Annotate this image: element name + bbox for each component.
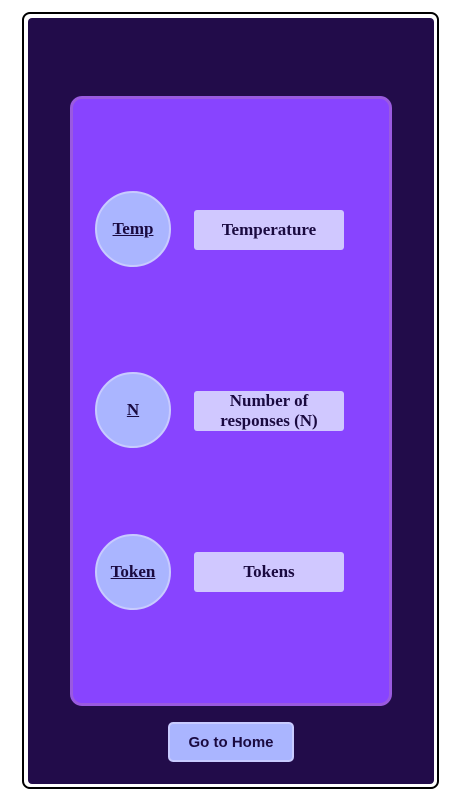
temperature-label: Temperature (194, 210, 344, 250)
temp-link[interactable]: Temp (95, 191, 171, 267)
tokens-label: Tokens (194, 552, 344, 592)
token-link[interactable]: Token (95, 534, 171, 610)
number-of-responses-label: Number of responses (N) (194, 391, 344, 431)
n-link[interactable]: N (95, 372, 171, 448)
go-to-home-button[interactable]: Go to Home (168, 722, 294, 762)
